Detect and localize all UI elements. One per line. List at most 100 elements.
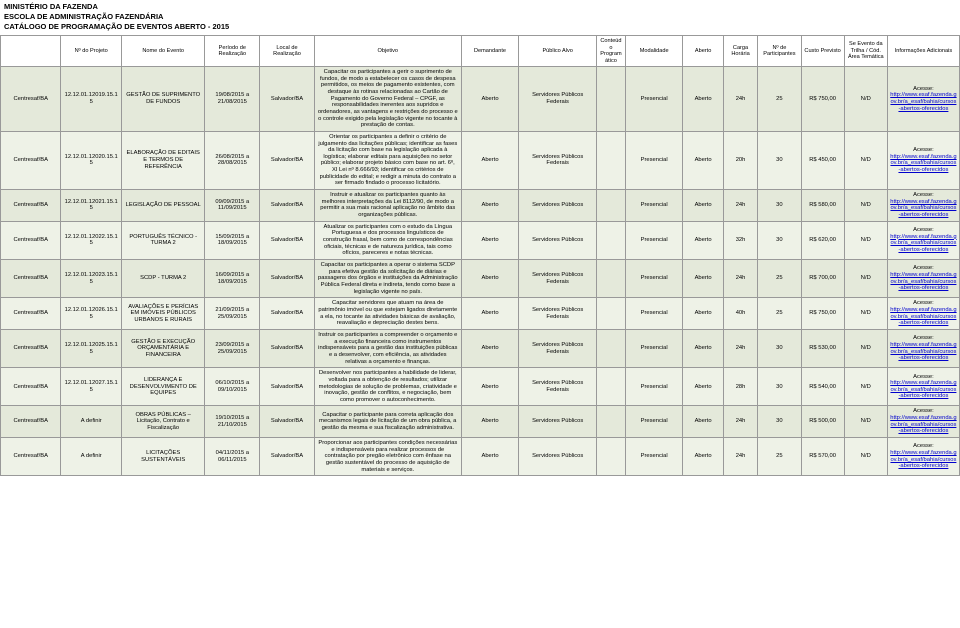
cell: 19/10/2015 a 21/10/2015 <box>205 406 260 438</box>
col-header: Público Alvo <box>519 36 597 67</box>
cell: Aberto <box>683 438 723 476</box>
cell: N/D <box>844 260 887 298</box>
cell: Presencial <box>625 131 683 189</box>
cell: Centresaf/BA <box>1 221 61 259</box>
cell: Presencial <box>625 406 683 438</box>
col-header: Conteúdo Programático <box>597 36 626 67</box>
cell: Aberto <box>461 406 519 438</box>
cell: Aberto <box>461 298 519 330</box>
cell: Servidores Públicos Federais <box>519 329 597 367</box>
cell: Centresaf/BA <box>1 260 61 298</box>
access-link[interactable]: http://www.esaf.fazenda.gov.br/a_esaf/ba… <box>890 272 956 291</box>
cell: 25 <box>758 438 801 476</box>
cell: Aberto <box>683 260 723 298</box>
cell <box>597 329 626 367</box>
cell: R$ 620,00 <box>801 221 844 259</box>
cell: A definir <box>61 438 121 476</box>
access-cell: Acesse:http://www.esaf.fazenda.gov.br/a_… <box>887 298 959 330</box>
cell <box>597 438 626 476</box>
cell <box>597 368 626 406</box>
cell: 30 <box>758 329 801 367</box>
cell: Aberto <box>683 190 723 222</box>
cell: Servidores Públicos <box>519 190 597 222</box>
cell: Centresaf/BA <box>1 329 61 367</box>
header-line-3: CATÁLOGO DE PROGRAMAÇÃO DE EVENTOS ABERT… <box>4 22 956 32</box>
cell: Presencial <box>625 190 683 222</box>
cell <box>597 66 626 131</box>
cell: 32h <box>723 221 758 259</box>
access-label: Acesse: <box>890 192 957 199</box>
cell: N/D <box>844 438 887 476</box>
access-link[interactable]: http://www.esaf.fazenda.gov.br/a_esaf/ba… <box>890 307 956 326</box>
cell: SCDP - TURMA 2 <box>121 260 205 298</box>
cell: Aberto <box>461 190 519 222</box>
col-header: Local de Realização <box>260 36 315 67</box>
cell: Capacitar servidores que atuam na área d… <box>314 298 461 330</box>
cell: Centresaf/BA <box>1 438 61 476</box>
cell: Salvador/BA <box>260 221 315 259</box>
access-label: Acesse: <box>890 265 957 272</box>
cell: Aberto <box>461 368 519 406</box>
doc-header: MINISTÉRIO DA FAZENDA ESCOLA DE ADMINIST… <box>0 0 960 35</box>
cell: 12.12.01.12022.15.15 <box>61 221 121 259</box>
access-link[interactable]: http://www.esaf.fazenda.gov.br/a_esaf/ba… <box>890 92 956 111</box>
cell: N/D <box>844 329 887 367</box>
cell: 40h <box>723 298 758 330</box>
cell: R$ 540,00 <box>801 368 844 406</box>
cell: 12.12.01.12023.15.15 <box>61 260 121 298</box>
cell: AVALIAÇÕES E PERÍCIAS EM IMÓVEIS PÚBLICO… <box>121 298 205 330</box>
cell: Presencial <box>625 221 683 259</box>
access-link[interactable]: http://www.esaf.fazenda.gov.br/a_esaf/ba… <box>890 154 956 173</box>
cell <box>597 406 626 438</box>
cell: R$ 750,00 <box>801 66 844 131</box>
cell: 24h <box>723 190 758 222</box>
cell: Aberto <box>461 221 519 259</box>
cell: Salvador/BA <box>260 190 315 222</box>
cell: Aberto <box>683 298 723 330</box>
cell: OBRAS PÚBLICAS – Licitação, Contrato e F… <box>121 406 205 438</box>
table-row: Centresaf/BAA definirOBRAS PÚBLICAS – Li… <box>1 406 960 438</box>
cell: 12.12.01.12020.15.15 <box>61 131 121 189</box>
cell: 09/09/2015 a 11/09/2015 <box>205 190 260 222</box>
cell: 24h <box>723 260 758 298</box>
cell: Salvador/BA <box>260 260 315 298</box>
cell: Salvador/BA <box>260 298 315 330</box>
cell <box>597 298 626 330</box>
access-link[interactable]: http://www.esaf.fazenda.gov.br/a_esaf/ba… <box>890 199 956 218</box>
access-label: Acesse: <box>890 300 957 307</box>
cell: 20h <box>723 131 758 189</box>
table-row: Centresaf/BA12.12.01.12019.15.15GESTÃO D… <box>1 66 960 131</box>
cell: Salvador/BA <box>260 131 315 189</box>
cell: Proporcionar aos participantes condições… <box>314 438 461 476</box>
table-row: Centresaf/BA12.12.01.12023.15.15SCDP - T… <box>1 260 960 298</box>
access-link[interactable]: http://www.esaf.fazenda.gov.br/a_esaf/ba… <box>890 342 956 361</box>
cell: 30 <box>758 406 801 438</box>
access-cell: Acesse:http://www.esaf.fazenda.gov.br/a_… <box>887 131 959 189</box>
col-header: Nome do Evento <box>121 36 205 67</box>
cell: 12.12.01.12021.15.15 <box>61 190 121 222</box>
cell: Salvador/BA <box>260 66 315 131</box>
access-cell: Acesse:http://www.esaf.fazenda.gov.br/a_… <box>887 190 959 222</box>
col-header: Objetivo <box>314 36 461 67</box>
cell: 21/09/2015 a 25/09/2015 <box>205 298 260 330</box>
cell: Aberto <box>461 438 519 476</box>
table-row: Centresaf/BA12.12.01.12021.15.15LEGISLAÇ… <box>1 190 960 222</box>
cell: Aberto <box>683 406 723 438</box>
access-label: Acesse: <box>890 335 957 342</box>
cell: ELABORAÇÃO DE EDITAIS E TERMOS DE REFERÊ… <box>121 131 205 189</box>
access-cell: Acesse:http://www.esaf.fazenda.gov.br/a_… <box>887 368 959 406</box>
access-link[interactable]: http://www.esaf.fazenda.gov.br/a_esaf/ba… <box>890 415 956 434</box>
access-link[interactable]: http://www.esaf.fazenda.gov.br/a_esaf/ba… <box>890 234 956 253</box>
cell: Centresaf/BA <box>1 368 61 406</box>
cell: 30 <box>758 368 801 406</box>
access-label: Acesse: <box>890 408 957 415</box>
cell: Salvador/BA <box>260 329 315 367</box>
cell: LIDERANÇA E DESENVOLVIMENTO DE EQUIPES <box>121 368 205 406</box>
access-link[interactable]: http://www.esaf.fazenda.gov.br/a_esaf/ba… <box>890 450 956 469</box>
cell: 12.12.01.12025.15.15 <box>61 329 121 367</box>
access-link[interactable]: http://www.esaf.fazenda.gov.br/a_esaf/ba… <box>890 380 956 399</box>
access-cell: Acesse:http://www.esaf.fazenda.gov.br/a_… <box>887 66 959 131</box>
events-table: Nº do ProjetoNome do EventoPeríodo de Re… <box>0 35 960 476</box>
cell: Centresaf/BA <box>1 298 61 330</box>
access-cell: Acesse:http://www.esaf.fazenda.gov.br/a_… <box>887 221 959 259</box>
